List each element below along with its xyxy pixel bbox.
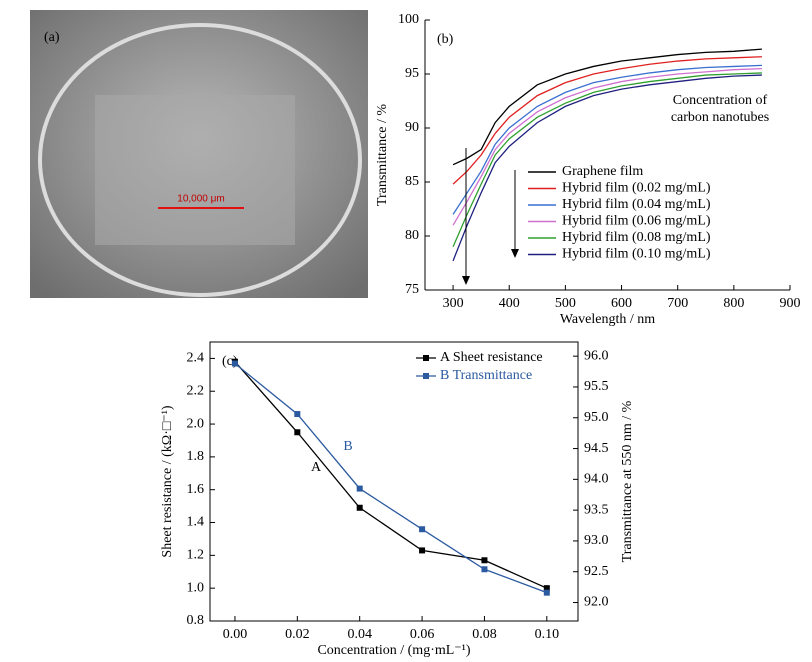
x-tick-label: 0.08 (472, 627, 497, 642)
x-tick-label: 0.04 (347, 627, 372, 642)
x-tick-label: 400 (499, 296, 520, 311)
series-line (452, 72, 762, 248)
marker (294, 429, 301, 436)
x-tick-label: 0.06 (410, 627, 435, 642)
annotation: B (343, 439, 352, 454)
y2-tick-label: 93.0 (584, 533, 609, 548)
legend-label: Hybrid film (0.04 mg/mL) (562, 197, 711, 212)
arrow-head (511, 249, 519, 258)
annotation: Concentration of (673, 93, 768, 108)
marker (543, 589, 550, 596)
x-axis-label: Wavelength / nm (560, 312, 655, 327)
legend-label: Hybrid film (0.06 mg/mL) (562, 214, 711, 229)
x-tick-label: 900 (780, 296, 801, 311)
y2-axis-label: Transmittance at 550 nm / % (620, 400, 635, 562)
y-tick-label: 2.4 (187, 351, 205, 366)
y-axis-label: Sheet resistance / (kΩ·□⁻¹) (160, 405, 175, 557)
y-tick-label: 0.8 (187, 613, 205, 628)
marker (356, 504, 363, 511)
y-tick-label: 80 (405, 228, 419, 243)
x-tick-label: 0.10 (535, 627, 560, 642)
legend-label: Graphene film (562, 164, 643, 179)
annotation: carbon nanotubes (671, 110, 769, 125)
marker (481, 566, 488, 573)
marker (419, 526, 426, 533)
legend-label: Hybrid film (0.08 mg/mL) (562, 230, 711, 245)
plot-frame (209, 341, 579, 622)
y2-tick-label: 94.5 (584, 441, 609, 456)
y2-tick-label: 95.5 (584, 379, 609, 394)
x-tick-label: 800 (723, 296, 744, 311)
y-tick-label: 75 (405, 282, 419, 297)
legend-label: Hybrid film (0.10 mg/mL) (562, 247, 711, 262)
legend-label: A Sheet resistance (440, 350, 543, 365)
series-line (234, 361, 548, 589)
y-axis-label: Transmittance / % (375, 104, 390, 206)
x-axis-label: Concentration / (mg·mL⁻¹) (317, 643, 470, 658)
panel-label: (a) (44, 30, 60, 45)
y2-tick-label: 95.0 (584, 410, 609, 425)
x-tick-label: 0.00 (223, 627, 248, 642)
y2-tick-label: 93.5 (584, 502, 609, 517)
x-tick-label: 600 (611, 296, 632, 311)
legend-marker (423, 373, 429, 379)
series-line (452, 56, 762, 185)
marker (481, 557, 488, 564)
y-tick-label: 95 (405, 66, 419, 81)
y-tick-label: 1.2 (187, 548, 205, 563)
dish-rim (38, 23, 362, 297)
y-tick-label: 2.2 (187, 383, 205, 398)
y2-tick-label: 96.0 (584, 348, 609, 363)
marker (543, 585, 550, 592)
y-tick-label: 1.4 (187, 515, 205, 530)
y2-tick-label: 94.0 (584, 472, 609, 487)
y-tick-label: 1.6 (187, 482, 205, 497)
y-tick-label: 1.0 (187, 580, 205, 595)
legend-label: B Transmittance (440, 368, 532, 383)
y-tick-label: 1.8 (187, 449, 205, 464)
x-tick-label: 300 (443, 296, 464, 311)
series-line (234, 363, 548, 594)
y-tick-label: 85 (405, 174, 419, 189)
scale-bar-label: 10,000 μm (177, 194, 224, 205)
series-line (452, 74, 762, 262)
y-tick-label: 90 (405, 120, 419, 135)
x-tick-label: 500 (555, 296, 576, 311)
x-tick-label: 700 (667, 296, 688, 311)
panel-label: (b) (437, 32, 454, 47)
film (95, 95, 295, 245)
x-tick-label: 0.02 (285, 627, 310, 642)
photo-panel: 10,000 μm (a) (30, 10, 368, 298)
y2-tick-label: 92.0 (584, 595, 609, 610)
arrow-head (462, 276, 470, 285)
y-tick-label: 2.0 (187, 416, 205, 431)
series-line (452, 67, 762, 226)
y-tick-label: 100 (398, 12, 419, 27)
series-line (452, 48, 762, 166)
y2-tick-label: 92.5 (584, 564, 609, 579)
annotation: A (311, 460, 322, 475)
marker (356, 485, 363, 492)
marker (231, 360, 238, 367)
series-line (452, 64, 762, 215)
marker (419, 547, 426, 554)
marker (294, 411, 301, 418)
legend-marker (423, 355, 429, 361)
legend-label: Hybrid film (0.02 mg/mL) (562, 181, 711, 196)
